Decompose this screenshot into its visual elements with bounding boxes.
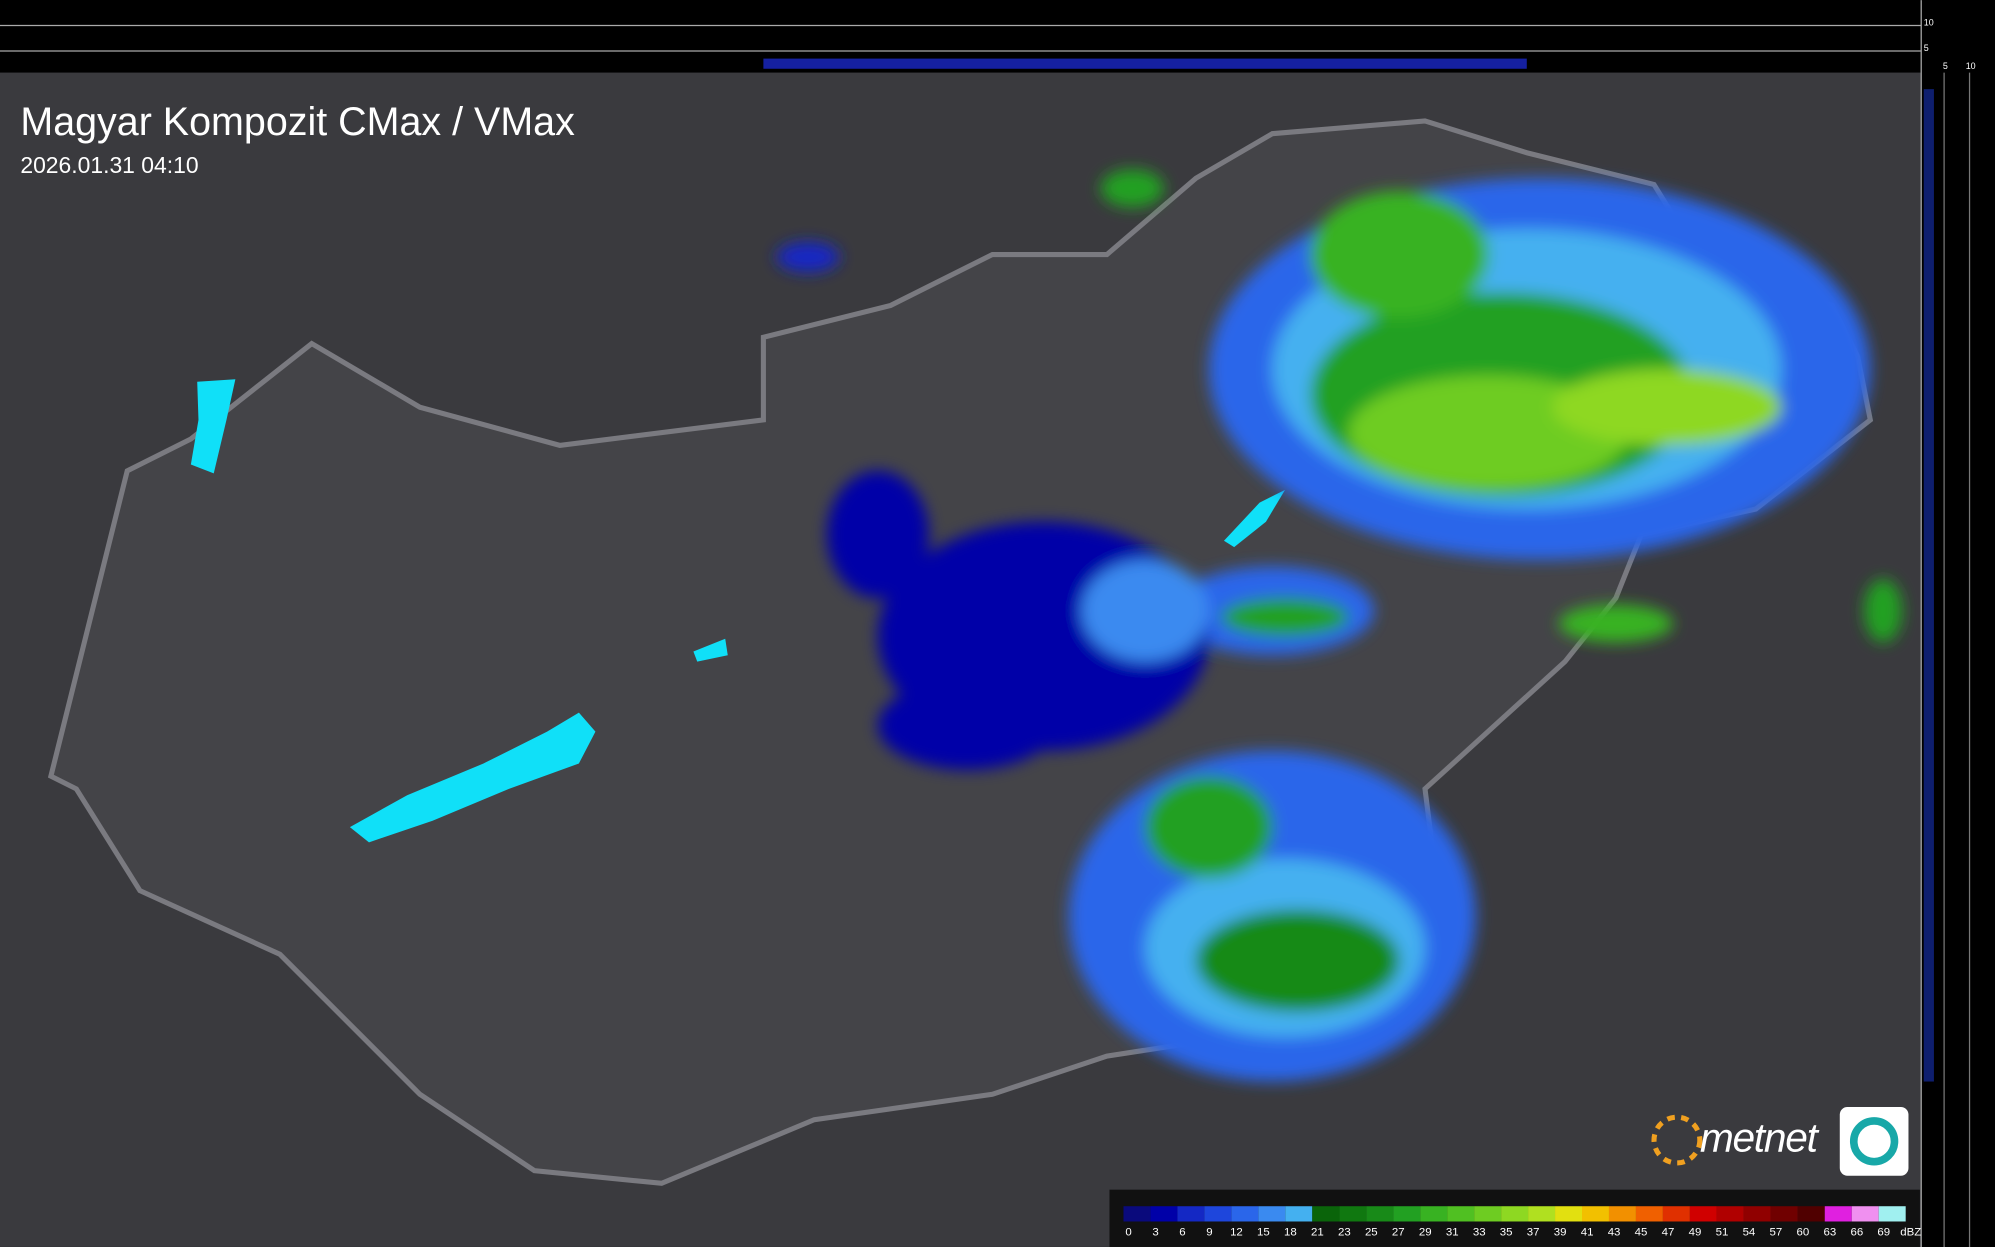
side-label: 5 — [1924, 43, 1929, 53]
scale-label: 37 — [1527, 1226, 1540, 1238]
scale-swatch — [1123, 1206, 1151, 1222]
scale-label: 3 — [1152, 1226, 1158, 1238]
scale-swatch — [1258, 1206, 1286, 1222]
scale-swatch — [1420, 1206, 1448, 1222]
scale-label: 31 — [1446, 1226, 1459, 1238]
scale-label: 45 — [1635, 1226, 1648, 1238]
scale-label: 29 — [1419, 1226, 1432, 1238]
side-label: 10 — [1924, 18, 1934, 28]
scale-swatch — [1851, 1206, 1879, 1222]
scale-label: 41 — [1581, 1226, 1594, 1238]
scale-swatch — [1393, 1206, 1421, 1222]
logo-text: metnet — [1700, 1115, 1820, 1161]
precipitation — [776, 169, 1903, 1082]
scale-swatch — [1177, 1206, 1205, 1222]
scale-label: 47 — [1662, 1226, 1675, 1238]
scale-label: 15 — [1257, 1226, 1270, 1238]
scale-swatch — [1824, 1206, 1852, 1222]
scale-swatch — [1555, 1206, 1583, 1222]
scale-label: 0 — [1125, 1226, 1131, 1238]
scale-label: 6 — [1179, 1226, 1185, 1238]
scale-swatch — [1716, 1206, 1744, 1222]
scale-swatch — [1501, 1206, 1529, 1222]
scale-label: 54 — [1743, 1226, 1756, 1238]
scale-swatch — [1150, 1206, 1178, 1222]
scale-label: 18 — [1284, 1226, 1297, 1238]
scale-label: 69 — [1877, 1226, 1890, 1238]
scale-swatch — [1743, 1206, 1771, 1222]
scale-label: 66 — [1850, 1226, 1863, 1238]
scale-label: 51 — [1716, 1226, 1729, 1238]
scale-swatch — [1528, 1206, 1556, 1222]
scale-label: 23 — [1338, 1226, 1351, 1238]
scale-swatch — [1366, 1206, 1394, 1222]
scale-label: 49 — [1689, 1226, 1702, 1238]
lakes — [190, 379, 1286, 843]
scale-swatch — [1770, 1206, 1798, 1222]
scale-label: 39 — [1554, 1226, 1567, 1238]
scale-label: 27 — [1392, 1226, 1405, 1238]
scale-label: 21 — [1311, 1226, 1324, 1238]
scale-label: 35 — [1500, 1226, 1513, 1238]
color-scale: 0 3 6 9 12 15 18 21 23 25 27 29 31 33 35 37 39 41 43 45 47 49… — [1109, 1189, 1921, 1247]
scale-label: 25 — [1365, 1226, 1378, 1238]
scale-swatch — [1582, 1206, 1609, 1222]
scale-swatch — [1474, 1206, 1502, 1222]
scale-swatch — [1312, 1206, 1340, 1222]
scale-swatch — [1608, 1206, 1636, 1222]
corner-label: 10 — [1966, 61, 1976, 71]
scale-swatch — [1339, 1206, 1367, 1222]
scale-swatch — [1689, 1206, 1717, 1222]
scale-swatch — [1635, 1206, 1663, 1222]
scale-label: 9 — [1206, 1226, 1212, 1238]
scale-swatch — [1662, 1206, 1690, 1222]
scale-swatch — [1797, 1206, 1825, 1222]
scale-label: 63 — [1823, 1226, 1836, 1238]
scale-unit: dBZ — [1900, 1226, 1921, 1238]
scale-label: 33 — [1473, 1226, 1486, 1238]
scale-label: 57 — [1770, 1226, 1783, 1238]
scale-label: 60 — [1797, 1226, 1810, 1238]
scale-label: 12 — [1230, 1226, 1243, 1238]
scale-swatch — [1285, 1206, 1313, 1222]
corner-label: 5 — [1943, 61, 1948, 71]
scale-swatch — [1204, 1206, 1232, 1222]
timestamp: 2026.01.31 04:10 — [20, 152, 198, 178]
scale-swatch — [1231, 1206, 1259, 1222]
scale-swatch — [1447, 1206, 1475, 1222]
scale-label: 43 — [1608, 1226, 1621, 1238]
logo: metnet — [1651, 1106, 1909, 1176]
title: Magyar Kompozit CMax / VMax — [20, 100, 575, 144]
scale-swatch — [1878, 1206, 1906, 1222]
